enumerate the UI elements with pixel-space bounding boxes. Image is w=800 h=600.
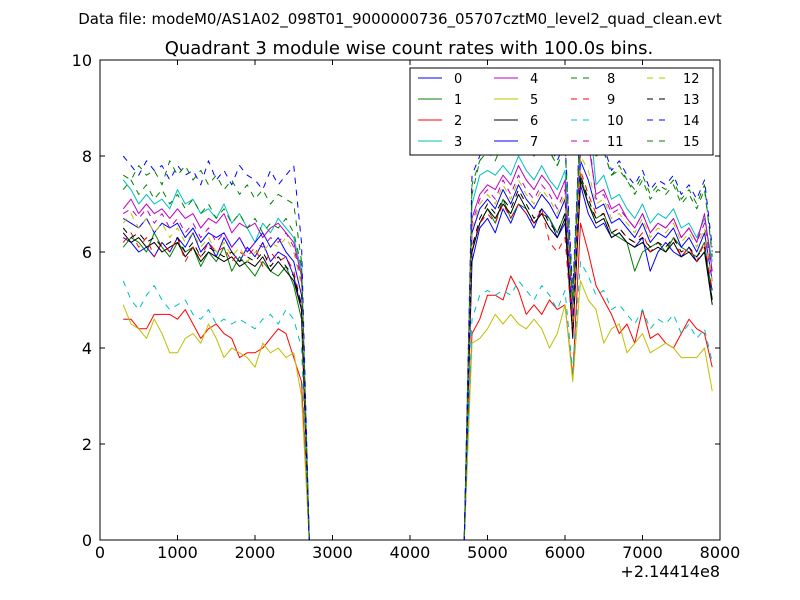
legend-label-13: 13: [683, 93, 700, 108]
x-tick-label: 5000: [467, 543, 508, 562]
plot-lines: [122, 102, 713, 540]
legend-label-14: 14: [683, 114, 700, 129]
series-line-12: [122, 155, 713, 540]
y-tick-label: 0: [82, 531, 92, 550]
legend-label-1: 1: [454, 93, 462, 108]
legend-label-0: 0: [454, 72, 462, 87]
legend-label-12: 12: [683, 72, 700, 87]
y-tick-label: 10: [72, 51, 92, 70]
series-line-2: [123, 222, 713, 540]
y-tick-label: 4: [82, 339, 92, 358]
series-line-11: [122, 131, 713, 540]
legend-label-4: 4: [530, 72, 538, 87]
x-tick-label: 1000: [157, 543, 198, 562]
x-offset-label: +2.14414e8: [620, 562, 720, 581]
figure-suptitle: Data file: modeM0/AS1A02_098T01_90000007…: [78, 10, 722, 29]
series-line-10: [122, 261, 713, 540]
legend-label-3: 3: [454, 135, 462, 150]
legend-label-5: 5: [530, 93, 538, 108]
legend-label-7: 7: [530, 135, 538, 150]
legend-label-10: 10: [607, 114, 624, 129]
y-tick-label: 6: [82, 243, 92, 262]
chart-title: Quadrant 3 module wise count rates with …: [165, 38, 654, 59]
y-tick-label: 8: [82, 147, 92, 166]
x-tick-label: 4000: [390, 543, 431, 562]
series-line-7: [122, 160, 713, 540]
series-line-15: [122, 117, 713, 540]
series-line-6: [122, 179, 713, 540]
x-tick-label: 3000: [312, 543, 353, 562]
legend-label-15: 15: [683, 135, 700, 150]
series-line-1: [122, 174, 713, 540]
legend-label-8: 8: [607, 72, 615, 87]
series-line-13: [122, 174, 713, 540]
legend-label-2: 2: [454, 114, 462, 129]
series-line-3: [122, 102, 713, 540]
series-line-5: [122, 280, 713, 540]
x-tick-label: 7000: [622, 543, 663, 562]
legend-label-9: 9: [607, 93, 615, 108]
x-tick-label: 0: [95, 543, 105, 562]
x-tick-label: 8000: [700, 543, 741, 562]
series-line-8: [122, 112, 713, 540]
y-tick-label: 2: [82, 435, 92, 454]
x-tick-label: 6000: [545, 543, 586, 562]
series-line-4: [122, 141, 713, 540]
x-tick-label: 2000: [235, 543, 276, 562]
legend-label-11: 11: [607, 135, 624, 150]
legend-label-6: 6: [530, 114, 538, 129]
